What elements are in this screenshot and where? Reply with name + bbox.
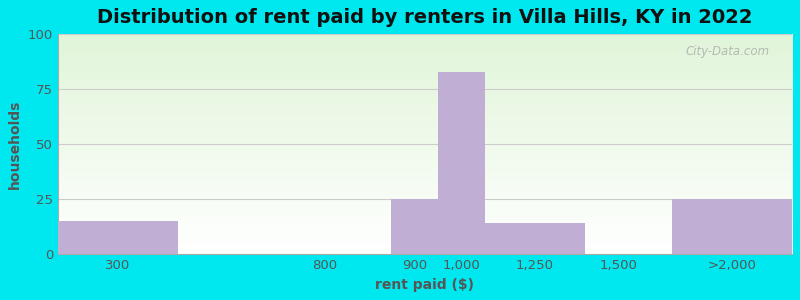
Bar (672, 199, 792, 254)
Bar (58, 221, 178, 254)
Y-axis label: households: households (8, 100, 22, 189)
Text: City-Data.com: City-Data.com (686, 45, 770, 58)
X-axis label: rent paid ($): rent paid ($) (375, 278, 474, 292)
Bar (438, 72, 485, 254)
Bar (391, 199, 438, 254)
Bar (485, 224, 585, 254)
Title: Distribution of rent paid by renters in Villa Hills, KY in 2022: Distribution of rent paid by renters in … (97, 8, 753, 27)
